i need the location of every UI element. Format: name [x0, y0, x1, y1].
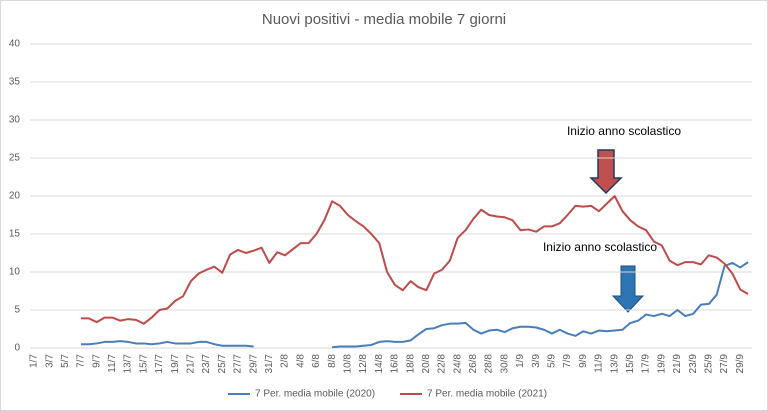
x-tick-label: 11/9	[594, 354, 605, 373]
x-tick-label: 7/7	[76, 354, 87, 368]
annotation-arrow	[611, 265, 645, 313]
x-tick-label: 30/8	[499, 354, 510, 374]
legend-label: 7 Per. media mobile (2020)	[255, 389, 375, 400]
y-tick-label: 20	[9, 191, 21, 202]
y-tick-label: 25	[9, 153, 21, 164]
x-tick-label: 4/8	[295, 354, 306, 368]
x-tick-label: 3/9	[531, 354, 542, 368]
x-tick-label: 23/9	[688, 354, 699, 374]
x-tick-label: 14/8	[374, 354, 385, 374]
x-tick-label: 13/7	[123, 354, 134, 374]
x-tick-label: 28/8	[484, 354, 495, 374]
x-tick-label: 16/8	[390, 354, 401, 374]
x-tick-label: 5/9	[547, 354, 558, 368]
y-tick-label: 10	[9, 267, 21, 278]
x-tick-label: 5/7	[60, 354, 71, 368]
x-tick-label: 21/7	[186, 354, 197, 374]
annotation: Inizio anno scolastico	[543, 240, 657, 254]
legend-label: 7 Per. media mobile (2021)	[427, 389, 547, 400]
y-tick-label: 40	[9, 39, 21, 50]
x-tick-label: 20/8	[421, 354, 432, 374]
x-tick-label: 10/8	[342, 354, 353, 374]
annotation-arrow	[589, 149, 623, 195]
x-tick-label: 29/9	[735, 354, 746, 374]
x-tick-label: 9/9	[578, 354, 589, 368]
x-tick-label: 3/7	[44, 354, 55, 368]
x-tick-label: 27/7	[233, 354, 244, 374]
x-tick-label: 15/9	[625, 354, 636, 374]
y-tick-label: 30	[9, 115, 21, 126]
x-tick-label: 6/8	[311, 354, 322, 368]
x-tick-label: 8/8	[327, 354, 338, 368]
y-tick-label: 5	[14, 305, 20, 316]
series-line	[81, 261, 749, 349]
x-tick-label: 23/7	[201, 354, 212, 374]
x-tick-label: 12/8	[358, 354, 369, 374]
x-tick-label: 25/7	[217, 354, 228, 374]
x-tick-label: 26/8	[468, 354, 479, 374]
x-tick-label: 19/7	[170, 354, 181, 374]
y-tick-label: 0	[14, 343, 20, 354]
x-tick-label: 31/7	[264, 354, 275, 374]
x-tick-label: 7/9	[562, 354, 573, 368]
x-tick-label: 25/9	[703, 354, 714, 374]
x-tick-label: 17/9	[641, 354, 652, 374]
x-tick-label: 9/7	[91, 354, 102, 368]
annotation: Inizio anno scolastico	[567, 124, 681, 138]
y-tick-label: 35	[9, 77, 21, 88]
y-tick-label: 15	[9, 229, 21, 240]
x-tick-label: 21/9	[672, 354, 683, 374]
x-tick-label: 22/8	[437, 354, 448, 374]
x-tick-label: 27/9	[719, 354, 730, 374]
x-tick-label: 15/7	[138, 354, 149, 374]
x-tick-label: 11/7	[107, 354, 118, 373]
x-tick-label: 13/9	[609, 354, 620, 374]
x-tick-label: 17/7	[154, 354, 165, 374]
x-tick-label: 19/9	[656, 354, 667, 374]
x-tick-label: 1/7	[29, 354, 40, 368]
x-tick-label: 18/8	[405, 354, 416, 374]
series-line	[81, 195, 749, 325]
x-tick-label: 24/8	[452, 354, 463, 374]
x-tick-label: 29/7	[248, 354, 259, 374]
x-tick-label: 1/9	[515, 354, 526, 368]
x-tick-label: 2/8	[280, 354, 291, 368]
chart-title: Nuovi positivi - media mobile 7 giorni	[262, 11, 506, 28]
